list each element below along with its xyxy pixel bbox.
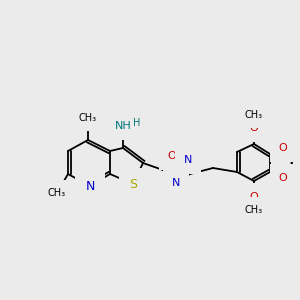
Text: CH₃: CH₃ <box>79 113 97 123</box>
Text: CH₃: CH₃ <box>245 110 263 120</box>
Text: H: H <box>133 118 140 128</box>
Text: O: O <box>279 143 287 153</box>
Text: O: O <box>279 173 287 183</box>
Text: NH: NH <box>115 121 131 131</box>
Text: CH₃: CH₃ <box>245 205 263 215</box>
Text: CH₃: CH₃ <box>48 188 66 198</box>
Text: S: S <box>129 178 137 190</box>
Text: N: N <box>172 178 180 188</box>
Text: O: O <box>250 192 258 202</box>
Text: O: O <box>250 123 258 133</box>
Text: O: O <box>168 151 176 161</box>
Text: N: N <box>184 155 192 165</box>
Text: N: N <box>85 179 95 193</box>
